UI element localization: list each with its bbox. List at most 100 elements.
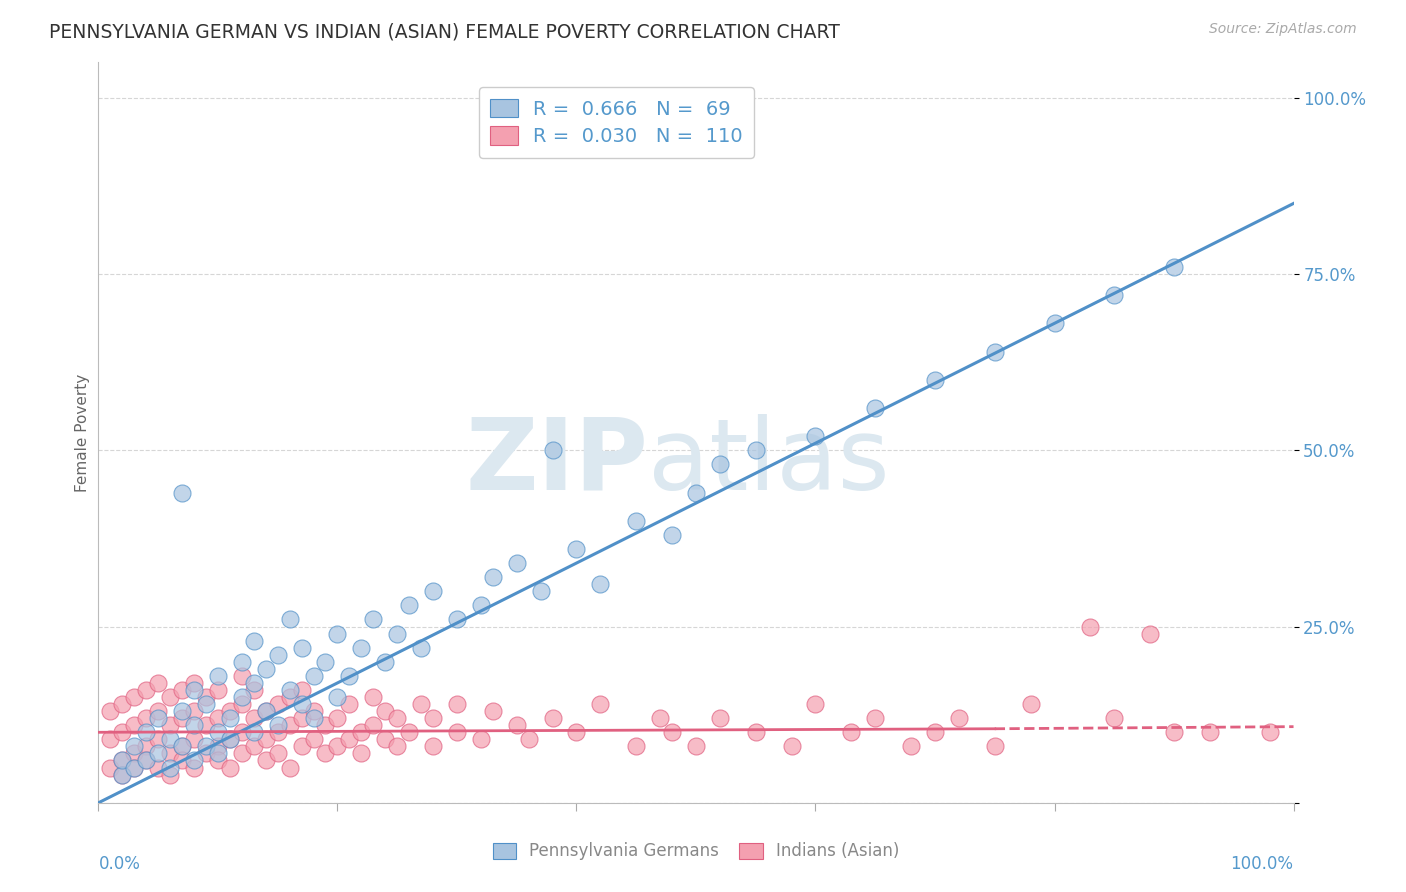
Point bbox=[1080, 619, 1102, 633]
Point bbox=[195, 718, 218, 732]
Point bbox=[339, 669, 361, 683]
Point bbox=[172, 739, 194, 754]
Point bbox=[159, 718, 181, 732]
Point bbox=[195, 739, 218, 754]
Point bbox=[315, 747, 337, 761]
Point bbox=[363, 690, 385, 704]
Point bbox=[302, 732, 325, 747]
Point bbox=[219, 711, 242, 725]
Point bbox=[374, 732, 396, 747]
Point bbox=[159, 760, 181, 774]
Point bbox=[124, 690, 146, 704]
Text: 100.0%: 100.0% bbox=[1230, 855, 1294, 872]
Point bbox=[148, 747, 170, 761]
Point bbox=[446, 612, 468, 626]
Point bbox=[315, 718, 337, 732]
Point bbox=[1139, 626, 1161, 640]
Point bbox=[422, 739, 444, 754]
Point bbox=[948, 711, 970, 725]
Point bbox=[626, 514, 648, 528]
Point bbox=[278, 683, 301, 698]
Point bbox=[183, 754, 205, 768]
Point bbox=[243, 683, 266, 698]
Point bbox=[422, 711, 444, 725]
Point bbox=[291, 739, 314, 754]
Point bbox=[924, 725, 946, 739]
Point bbox=[446, 725, 468, 739]
Point bbox=[385, 626, 409, 640]
Point bbox=[685, 485, 707, 500]
Point bbox=[183, 718, 205, 732]
Point bbox=[124, 747, 146, 761]
Point bbox=[267, 648, 290, 662]
Y-axis label: Female Poverty: Female Poverty bbox=[75, 374, 90, 491]
Point bbox=[1258, 725, 1281, 739]
Point bbox=[984, 344, 1007, 359]
Point bbox=[219, 760, 242, 774]
Point bbox=[172, 704, 194, 718]
Point bbox=[648, 711, 672, 725]
Point bbox=[1019, 697, 1042, 711]
Point bbox=[804, 697, 827, 711]
Point bbox=[254, 732, 277, 747]
Point bbox=[385, 711, 409, 725]
Text: 0.0%: 0.0% bbox=[98, 855, 141, 872]
Point bbox=[159, 747, 181, 761]
Point bbox=[278, 760, 301, 774]
Point bbox=[231, 725, 253, 739]
Point bbox=[243, 633, 266, 648]
Point bbox=[326, 690, 349, 704]
Point bbox=[111, 754, 134, 768]
Point bbox=[254, 704, 277, 718]
Point bbox=[374, 704, 396, 718]
Point bbox=[865, 711, 887, 725]
Point bbox=[709, 711, 731, 725]
Point bbox=[148, 711, 170, 725]
Point bbox=[172, 739, 194, 754]
Point bbox=[339, 697, 361, 711]
Point bbox=[159, 767, 181, 781]
Point bbox=[111, 697, 134, 711]
Point bbox=[865, 401, 887, 415]
Point bbox=[135, 754, 157, 768]
Point bbox=[541, 711, 564, 725]
Point bbox=[326, 626, 349, 640]
Point bbox=[207, 725, 229, 739]
Point bbox=[278, 612, 301, 626]
Point bbox=[398, 599, 420, 613]
Point bbox=[243, 725, 266, 739]
Point bbox=[183, 704, 205, 718]
Point bbox=[565, 541, 588, 556]
Point bbox=[124, 760, 146, 774]
Point bbox=[267, 718, 290, 732]
Point bbox=[350, 640, 373, 655]
Point bbox=[148, 760, 170, 774]
Point bbox=[278, 690, 301, 704]
Point bbox=[350, 725, 373, 739]
Point bbox=[135, 739, 157, 754]
Point bbox=[254, 754, 277, 768]
Point bbox=[148, 676, 170, 690]
Point bbox=[1043, 316, 1066, 330]
Point bbox=[350, 747, 373, 761]
Point bbox=[231, 669, 253, 683]
Point bbox=[124, 739, 146, 754]
Point bbox=[291, 697, 314, 711]
Point bbox=[159, 690, 181, 704]
Text: atlas: atlas bbox=[648, 414, 890, 511]
Point bbox=[254, 662, 277, 676]
Point bbox=[1163, 260, 1185, 274]
Point bbox=[172, 683, 194, 698]
Point bbox=[98, 732, 122, 747]
Point bbox=[804, 429, 827, 443]
Point bbox=[207, 669, 229, 683]
Text: Source: ZipAtlas.com: Source: ZipAtlas.com bbox=[1209, 22, 1357, 37]
Point bbox=[195, 697, 218, 711]
Point bbox=[363, 718, 385, 732]
Point bbox=[195, 690, 218, 704]
Point bbox=[124, 760, 146, 774]
Point bbox=[530, 584, 553, 599]
Point bbox=[172, 485, 194, 500]
Point bbox=[411, 697, 433, 711]
Point bbox=[745, 725, 768, 739]
